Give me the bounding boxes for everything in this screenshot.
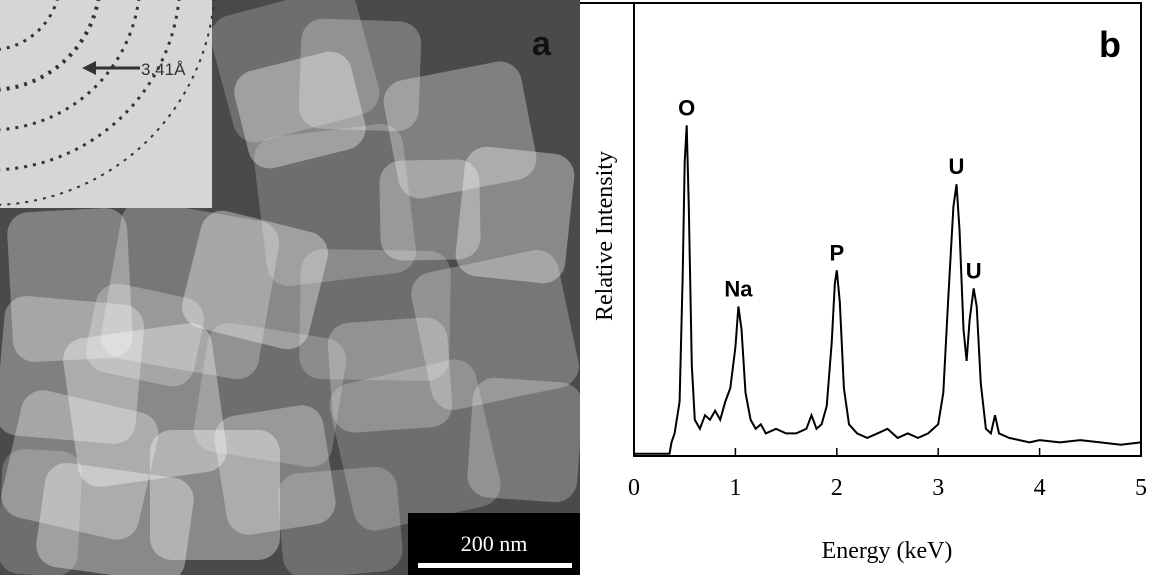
peak-label: Na — [724, 277, 753, 302]
x-tick-label: 3 — [932, 475, 944, 501]
x-axis-label: Energy (keV) — [822, 538, 953, 564]
x-tick-label: 0 — [628, 475, 640, 501]
x-tick-label: 2 — [831, 475, 843, 501]
particle — [214, 405, 336, 535]
particle — [210, 0, 380, 143]
panel-label: a — [532, 25, 552, 63]
particle — [100, 200, 280, 380]
d-spacing-label: 3.41Å — [141, 60, 186, 79]
particle — [0, 449, 83, 575]
particle — [36, 462, 194, 575]
peak-label: U — [966, 258, 982, 283]
particle — [298, 18, 422, 132]
peak-label: O — [678, 95, 695, 120]
particles — [0, 0, 580, 575]
particle — [455, 146, 575, 284]
particle — [253, 123, 417, 287]
particle — [467, 377, 580, 503]
arrow-head — [82, 61, 96, 75]
tem-image: 3.41Å a 200 nm — [0, 0, 580, 575]
particle — [299, 249, 451, 381]
particle — [0, 295, 145, 445]
particle — [329, 359, 501, 531]
particle — [277, 466, 403, 575]
peak-label: P — [829, 240, 844, 265]
particle — [182, 210, 328, 350]
particle — [85, 283, 205, 387]
x-tick-label: 4 — [1034, 475, 1046, 501]
particle — [234, 51, 366, 169]
particle — [383, 61, 537, 199]
y-axis-label: Relative Intensity — [592, 151, 618, 321]
particle — [1, 390, 159, 540]
scale-bar — [418, 563, 572, 568]
diffraction-inset — [0, 0, 212, 208]
particle — [193, 323, 347, 467]
x-tick-label: 1 — [729, 475, 741, 501]
particle — [379, 159, 481, 261]
x-tick-label: 5 — [1135, 475, 1147, 501]
particle — [7, 208, 133, 362]
spectrum-line — [634, 125, 1142, 455]
peak-label: U — [949, 154, 965, 179]
scale-bar-label: 200 nm — [461, 531, 528, 556]
particle — [327, 317, 453, 433]
panel-label: b — [1099, 24, 1121, 65]
particle — [63, 323, 227, 487]
plot-frame — [633, 2, 1142, 457]
particle — [411, 250, 579, 410]
particle — [150, 430, 280, 560]
